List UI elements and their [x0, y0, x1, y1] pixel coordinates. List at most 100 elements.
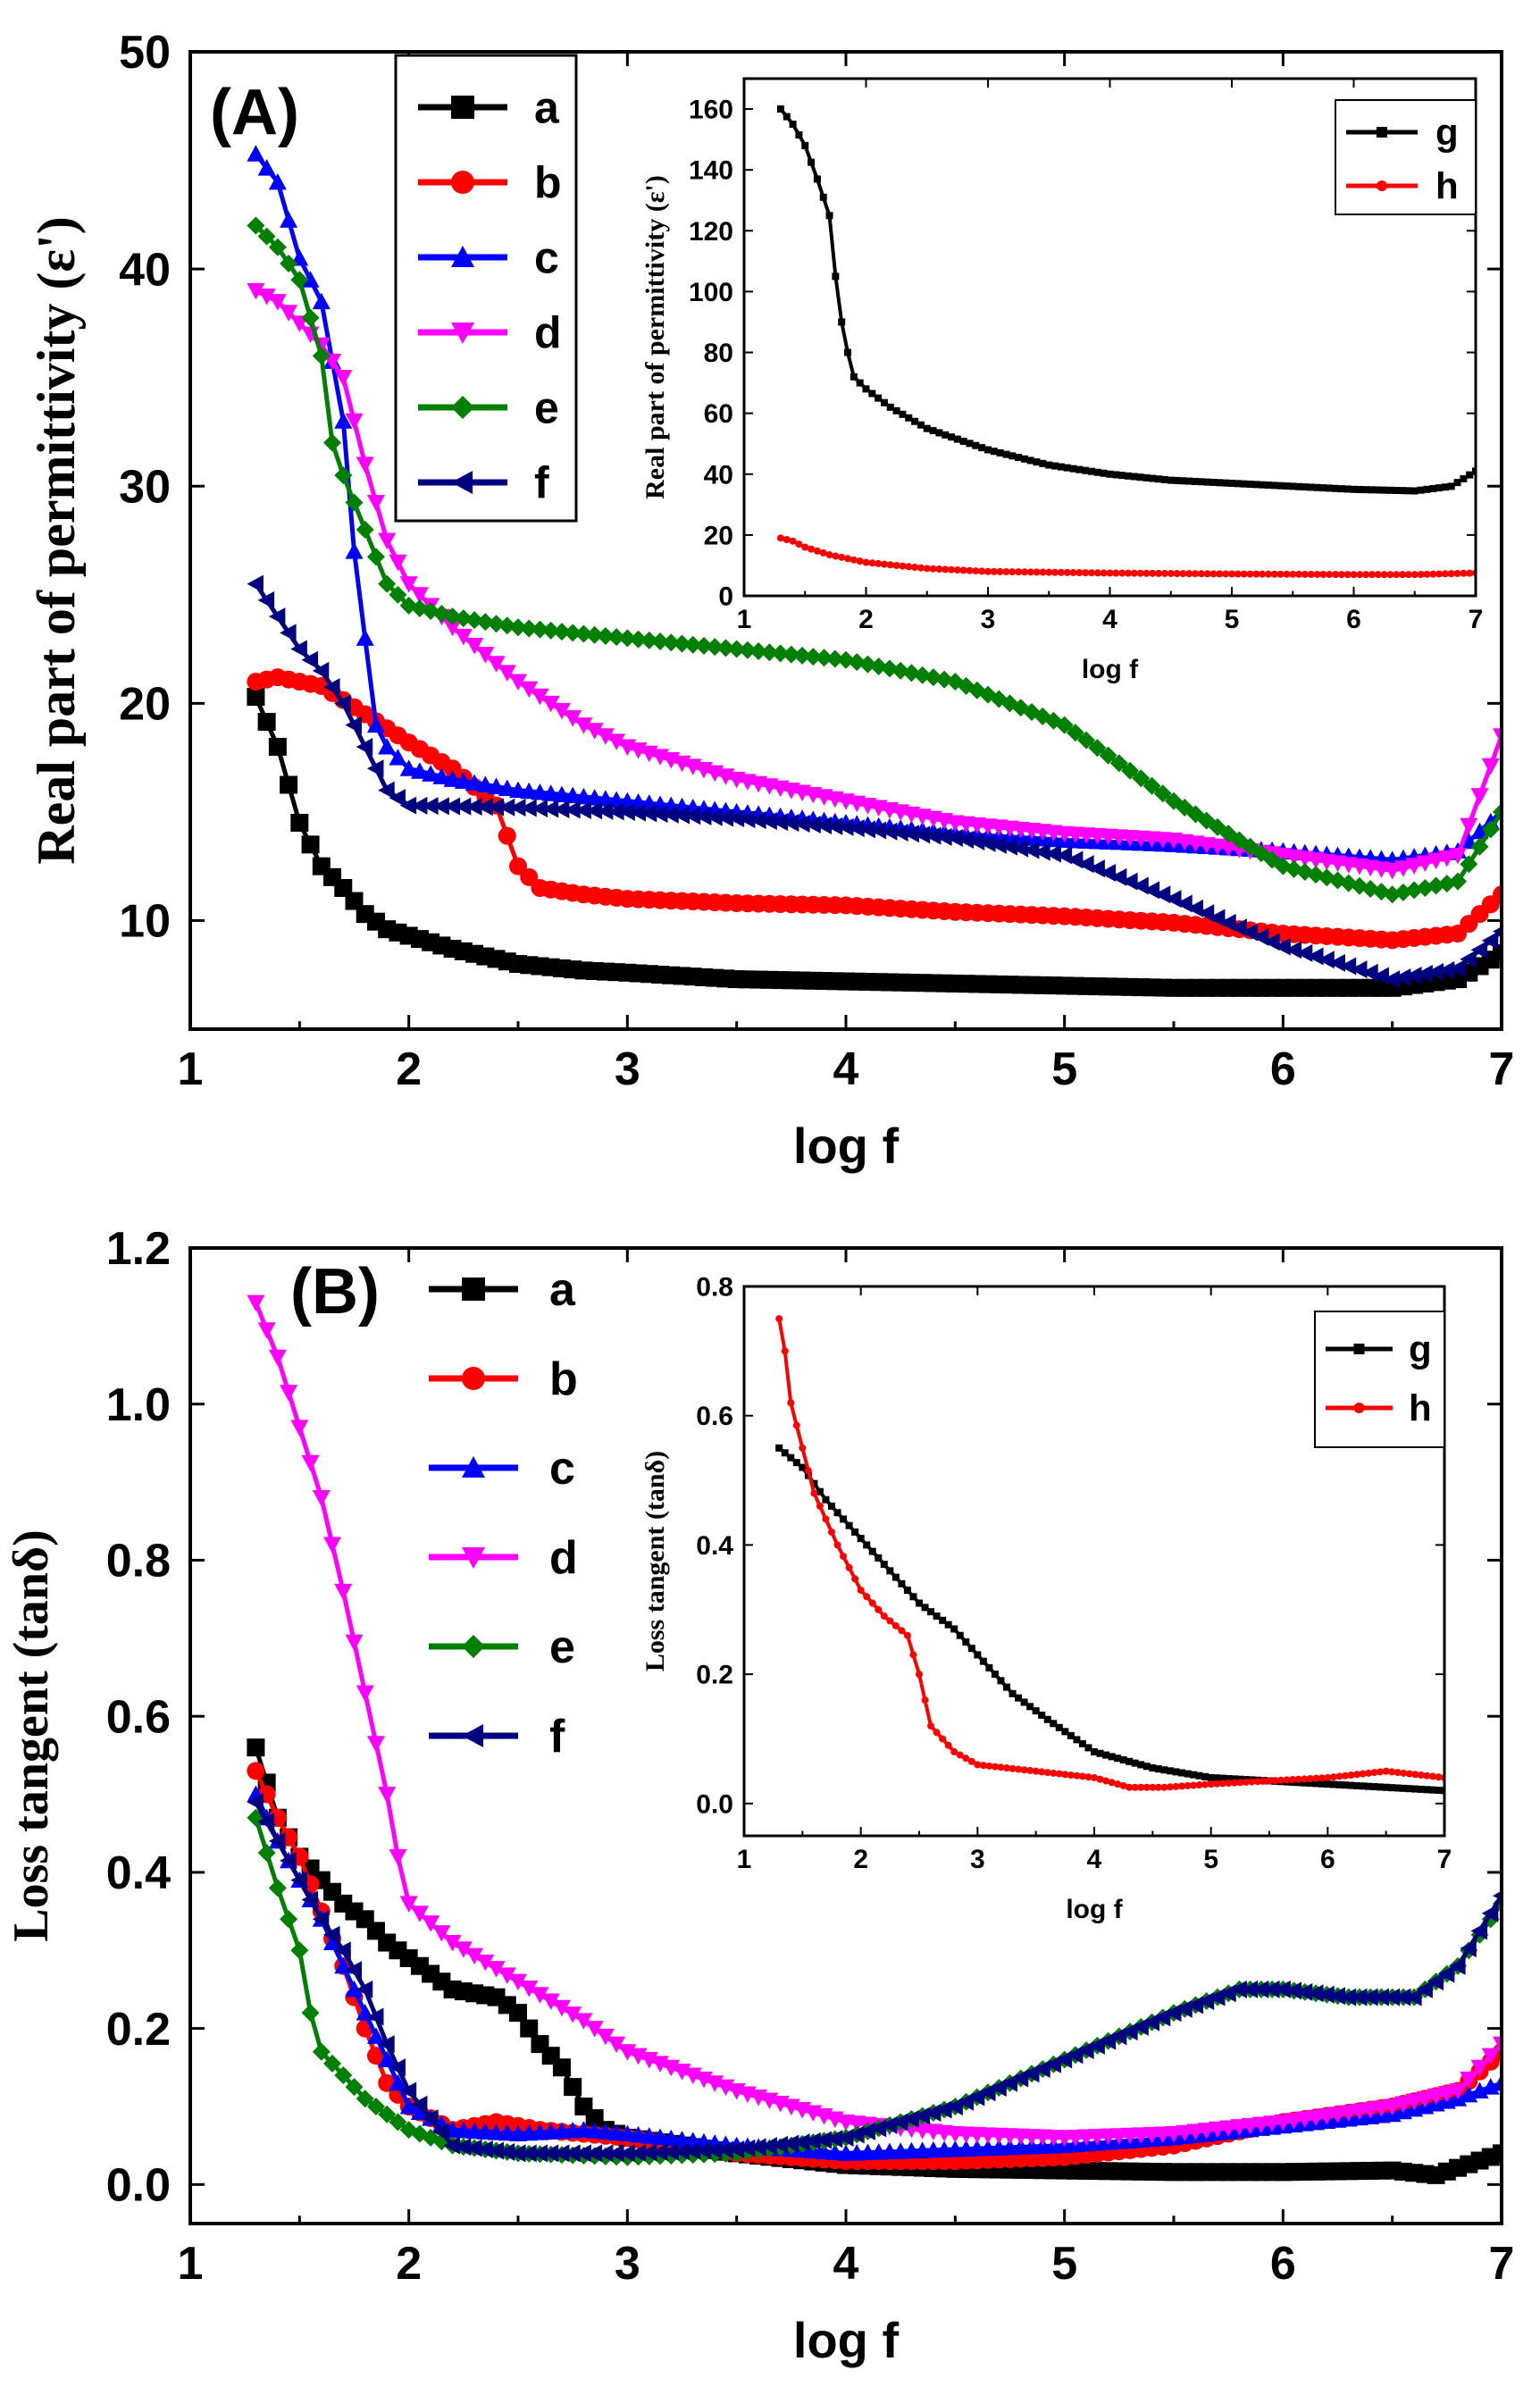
panel-b-inset-point-g — [898, 1579, 906, 1587]
panel-b-inset-point-h — [933, 1729, 941, 1737]
panel-a-point-c — [345, 542, 364, 559]
panel-a-inset-point-g — [856, 379, 864, 387]
panel-b-inset-point-h — [1020, 1766, 1028, 1774]
panel-b-point-d — [1427, 2088, 1445, 2106]
panel-b-inset-point-g — [1050, 1720, 1058, 1728]
panel-a-point-e — [1077, 731, 1096, 750]
panel-b-inset-point-g — [1388, 1784, 1396, 1792]
panel-a-point-f — [257, 591, 275, 609]
panel-b-point-f — [727, 2140, 745, 2159]
panel-b-inset-point-g — [775, 1444, 783, 1452]
panel-b-point-d — [1263, 2115, 1282, 2132]
panel-a-point-d — [1437, 850, 1456, 867]
panel-b-inset-point-g — [1061, 1728, 1069, 1736]
panel-a-inset-point-h — [1155, 569, 1163, 577]
panel-b-inset-point-g — [1213, 1774, 1221, 1782]
panel-b-point-e — [290, 1941, 309, 1960]
panel-a-inset-point-g — [1429, 484, 1437, 492]
panel-b-point-f — [924, 2103, 942, 2122]
panel-a-inset-point-g — [1393, 486, 1401, 494]
panel-b-inset-point-h — [1400, 1769, 1408, 1777]
panel-a-point-f — [683, 807, 701, 825]
panel-a-inset-ytick-label: 140 — [689, 156, 733, 186]
panel-a-legend-label-b: b — [534, 158, 562, 208]
panel-a-inset-point-h — [1020, 568, 1028, 576]
panel-b-point-d — [1219, 2120, 1238, 2137]
panel-b-inset-ylabel: Loss tangent (tanδ) — [640, 1451, 670, 1671]
panel-b-inset-point-h — [1388, 1768, 1396, 1776]
panel-b-inset-point-g — [967, 1645, 975, 1653]
panel-a-inset-point-h — [1246, 570, 1254, 578]
panel-b-inset-point-h — [1061, 1771, 1069, 1779]
panel-a-legend-marker-d — [451, 322, 474, 344]
panel-a-point-a — [247, 688, 265, 707]
panel-a-inset-point-h — [844, 555, 852, 563]
panel-b-point-c — [323, 1933, 342, 1951]
panel-b-point-f — [1493, 1890, 1502, 1901]
panel-a-point-d — [585, 723, 604, 740]
panel-a-point-f — [1022, 841, 1040, 859]
panel-a-inset-point-g — [1283, 482, 1291, 490]
panel-b-inset-point-g — [1184, 1770, 1192, 1778]
panel-a-point-e — [662, 633, 681, 652]
panel-b-inset-point-g — [1102, 1751, 1110, 1759]
panel-a-inset-point-h — [1453, 569, 1461, 577]
panel-b-point-c — [345, 1980, 364, 1998]
panel-a-point-f — [1328, 953, 1345, 972]
panel-b-inset-point-h — [792, 1421, 800, 1429]
panel-a-point-f — [1350, 960, 1368, 979]
panel-a-point-d — [1470, 788, 1489, 805]
panel-b-legend-label-f: f — [549, 1711, 565, 1763]
panel-b-inset-point-h — [1266, 1777, 1273, 1785]
panel-b-point-f — [1295, 1982, 1313, 2001]
panel-a-point-f — [1339, 957, 1357, 976]
panel-a-point-f — [825, 817, 843, 835]
panel-b-inset-point-h — [891, 1621, 900, 1629]
panel-b-point-f — [1339, 1988, 1357, 2006]
panel-a-point-e — [290, 271, 309, 289]
panel-a-point-a — [268, 737, 287, 756]
panel-a-inset-point-h — [929, 565, 937, 573]
panel-a-point-f — [334, 694, 351, 713]
panel-b-inset-point-g — [1335, 1780, 1343, 1788]
panel-b-point-a — [564, 2078, 582, 2097]
panel-a-point-e — [618, 629, 637, 648]
panel-a-inset-point-h — [875, 559, 883, 567]
panel-b-inset-point-h — [1248, 1778, 1256, 1786]
panel-b-point-d — [345, 1634, 364, 1652]
panel-a-point-e — [596, 626, 615, 645]
panel-b-point-f — [804, 2132, 821, 2150]
panel-a-inset-point-h — [1393, 571, 1401, 579]
panel-b-point-f — [498, 2142, 515, 2161]
panel-a-inset-point-g — [862, 385, 870, 393]
panel-a-point-e — [651, 632, 670, 651]
panel-a-point-d — [487, 656, 506, 673]
panel-b-legend-label-a: a — [549, 1264, 576, 1316]
panel-b-inset-point-g — [1172, 1768, 1180, 1776]
panel-a-point-e — [323, 433, 342, 452]
panel-a-point-f — [247, 574, 264, 593]
panel-b-inset-point-g — [1347, 1781, 1355, 1789]
panel-a-inset-point-g — [813, 175, 821, 183]
panel-a-point-c — [410, 762, 429, 779]
panel-a-point-e — [629, 630, 648, 649]
panel-a-inset-point-h — [1228, 570, 1235, 578]
panel-a-inset-point-h — [1466, 569, 1474, 577]
panel-a-point-d — [247, 282, 265, 300]
panel-b-inset-point-h — [956, 1751, 964, 1759]
panel-a-inset-point-g — [783, 113, 791, 121]
panel-a-point-f — [880, 822, 898, 841]
panel-b-inset-point-h — [921, 1696, 929, 1705]
panel-a-point-f — [804, 815, 821, 833]
panel-a-point-f — [564, 800, 581, 819]
panel-a-point-c — [454, 772, 473, 789]
panel-b-inset-point-g — [1435, 1786, 1443, 1794]
panel-a-point-d — [1405, 858, 1424, 875]
panel-b-point-b — [247, 1762, 265, 1780]
panel-a-legend-marker-a — [451, 96, 474, 119]
panel-a-inset-ytick-label: 40 — [704, 460, 733, 490]
panel-a-inset-point-g — [1356, 485, 1364, 493]
panel-a-inset-point-h — [1423, 570, 1431, 578]
panel-a-inset-point-h — [1313, 570, 1321, 578]
panel-a-inset-point-h — [825, 551, 833, 559]
